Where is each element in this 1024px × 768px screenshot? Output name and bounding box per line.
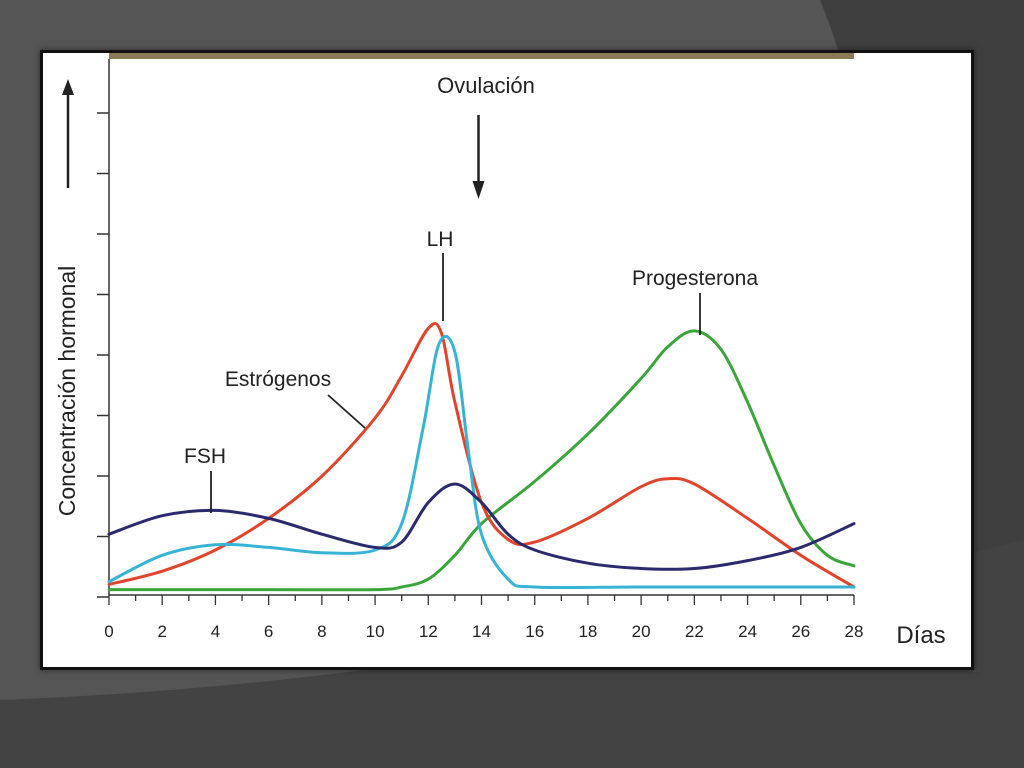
series-labels: FSH Estrógenos LH Progesterona bbox=[184, 228, 758, 513]
x-tick-label: 6 bbox=[264, 622, 273, 641]
x-axis-label: Días bbox=[896, 622, 945, 649]
x-tick-label: 20 bbox=[632, 622, 651, 641]
leader-line-estrogenos bbox=[327, 394, 366, 429]
x-tick-label: 28 bbox=[845, 622, 864, 641]
y-axis-arrow bbox=[62, 79, 74, 188]
series-line-estrogenos bbox=[107, 322, 856, 589]
top-border-band bbox=[109, 53, 854, 59]
series-line-fsh bbox=[107, 482, 856, 571]
y-axis-label: Concentración hormonal bbox=[54, 266, 80, 517]
ovulation-arrow bbox=[472, 115, 485, 199]
chart-frame: Concentración hormonal 0 2 4 6 8 10 12 14 16 18 20… bbox=[40, 50, 974, 670]
y-axis-ticks bbox=[97, 112, 109, 598]
x-tick-label: 18 bbox=[578, 622, 597, 641]
x-tick-label: 14 bbox=[472, 622, 491, 641]
x-axis-tick-labels: 0 2 4 6 8 10 12 14 16 18 20 22 24 26 28 bbox=[104, 622, 863, 641]
x-tick-label: 0 bbox=[104, 622, 113, 641]
x-tick-label: 4 bbox=[211, 622, 220, 641]
x-tick-label: 22 bbox=[685, 622, 704, 641]
x-tick-label: 16 bbox=[525, 622, 544, 641]
series-label-lh: LH bbox=[427, 228, 454, 251]
series-label-progesterona: Progesterona bbox=[632, 267, 758, 290]
series-line-lh bbox=[107, 334, 856, 590]
x-tick-label: 12 bbox=[419, 622, 438, 641]
x-axis-ticks bbox=[108, 595, 855, 605]
x-tick-label: 24 bbox=[738, 622, 757, 641]
x-tick-label: 26 bbox=[791, 622, 810, 641]
x-tick-label: 2 bbox=[157, 622, 166, 641]
x-tick-label: 8 bbox=[317, 622, 326, 641]
x-tick-label: 10 bbox=[366, 622, 385, 641]
series-lines bbox=[107, 322, 856, 592]
series-label-estrogenos: Estrógenos bbox=[225, 368, 331, 391]
series-label-fsh: FSH bbox=[184, 445, 226, 468]
ovulation-annotation: Ovulación bbox=[437, 73, 535, 98]
series-line-progesterona bbox=[107, 329, 856, 592]
hormone-chart: Concentración hormonal 0 2 4 6 8 10 12 14 16 18 20… bbox=[54, 53, 946, 649]
